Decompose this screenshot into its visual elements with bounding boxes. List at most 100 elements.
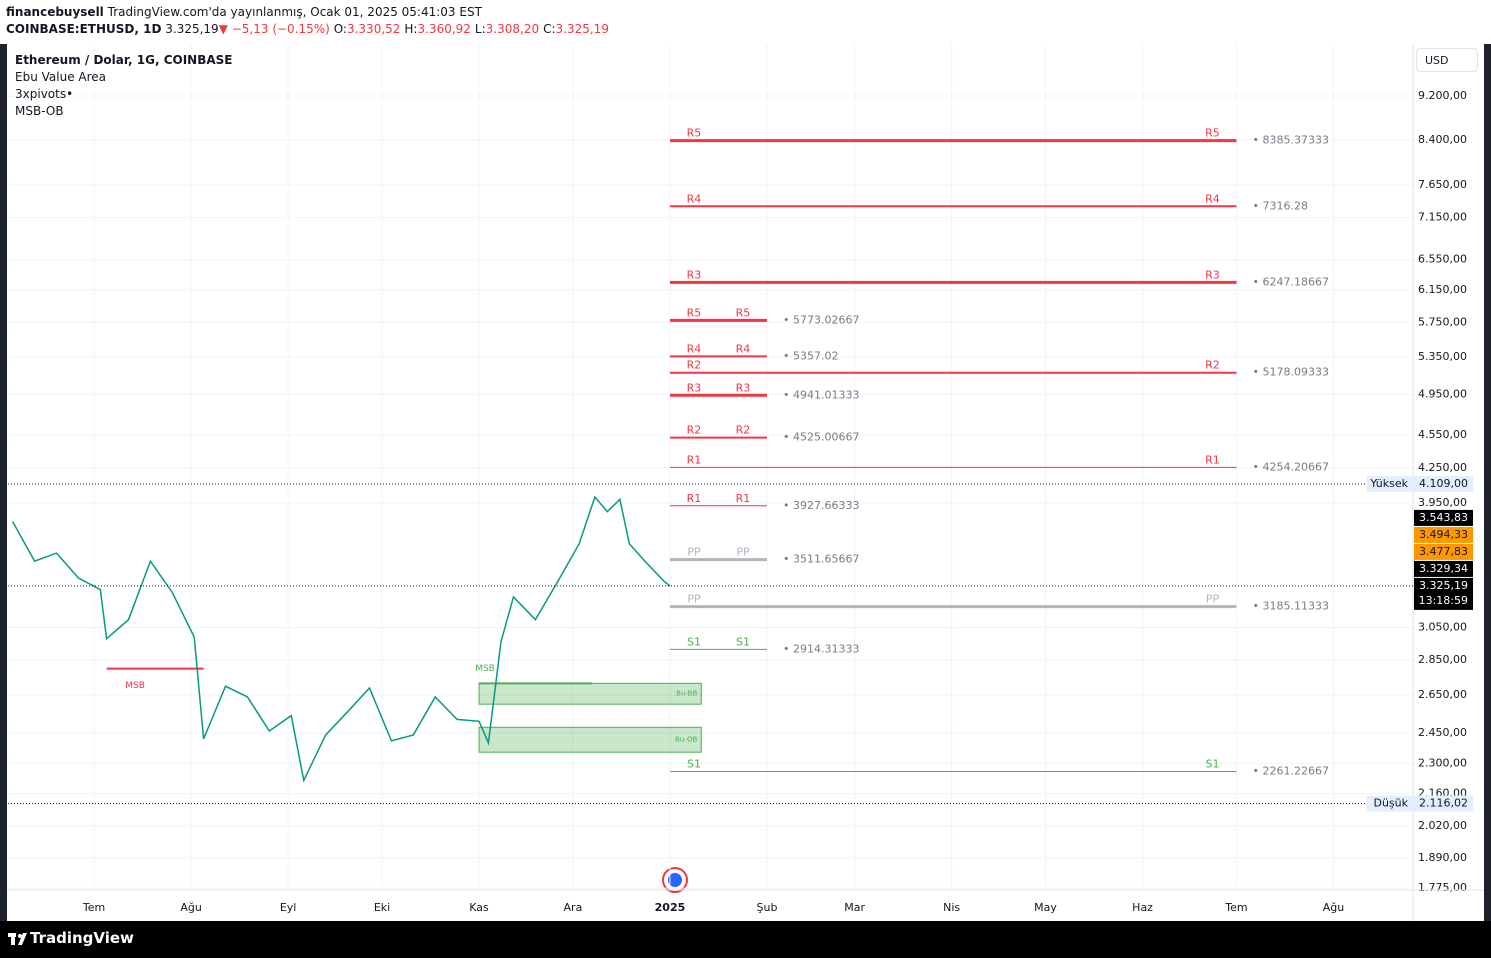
logo <box>8 933 27 945</box>
legend-item: 3xpivots• <box>15 87 74 101</box>
footer-bar <box>0 921 1491 958</box>
y-tick-label: 4.950,00 <box>1418 387 1467 400</box>
pivot-value: • 3511.65667 <box>783 553 859 566</box>
pivot-name: S1 <box>1205 758 1219 771</box>
low-badge <box>1367 795 1473 812</box>
low-value: 2.116,02 <box>1419 797 1468 810</box>
ohlc: O:3.330,52 H:3.360,92 L:3.308,20 C:3.325,19 <box>334 22 613 36</box>
ohlc-value: 3.308,20 <box>485 22 540 36</box>
pivot-name: R3 <box>687 268 702 281</box>
change: ▼ −5,13 (−0.15%) <box>218 22 330 36</box>
pivot-value: • 4525.00667 <box>783 431 859 444</box>
pivot-name: S1 <box>736 635 750 648</box>
legend-item: Ebu Value Area <box>15 70 107 84</box>
x-tick-label: Şub <box>757 901 778 914</box>
pivot-value: • 6247.18667 <box>1252 275 1328 288</box>
y-tick-label: 6.550,00 <box>1418 253 1467 266</box>
currency-button[interactable]: USD <box>1416 48 1478 72</box>
user: financebuysell <box>6 5 104 19</box>
pivot-value: • 4941.01333 <box>783 388 859 401</box>
pivot-value: • 5773.02667 <box>783 313 859 326</box>
price-line <box>12 495 671 783</box>
y-tick-label: 1.890,00 <box>1418 851 1467 864</box>
pivot-name: R5 <box>687 127 702 140</box>
pivot-name: R4 <box>687 342 702 355</box>
x-tick-label: Mar <box>844 901 865 914</box>
pivot-name: R2 <box>1205 359 1220 372</box>
x-tick-label: Nis <box>943 901 960 914</box>
pivot-name: R3 <box>736 381 751 394</box>
current-value: 3.325,19 <box>1419 579 1468 592</box>
price-label: 3.477,83 <box>1419 545 1468 558</box>
y-tick-label: 5.750,00 <box>1418 315 1467 328</box>
pivot-value: • 3185.11333 <box>1252 600 1328 613</box>
pivot-name: R4 <box>687 192 702 205</box>
last: 3.325,19 <box>165 22 219 36</box>
price-badge <box>1414 509 1473 526</box>
x-tick-label: Ara <box>564 901 583 914</box>
ohlc-key: O: <box>333 22 347 36</box>
pivot-name: R2 <box>687 359 702 372</box>
price-label: 3.543,83 <box>1419 511 1468 524</box>
msb-label: MSB <box>125 681 145 691</box>
x-tick-label: Kas <box>469 901 489 914</box>
ohlc-value: 3.360,92 <box>417 22 471 36</box>
x-tick-label: Haz <box>1132 901 1153 914</box>
y-tick-label: 2.850,00 <box>1418 653 1467 666</box>
x-tick-label: 2025 <box>655 901 686 914</box>
pivot-value: • 5178.09333 <box>1252 366 1328 379</box>
y-tick-label: 2.300,00 <box>1418 756 1467 769</box>
pivot-name: R3 <box>687 381 702 394</box>
brand: TradingView <box>30 929 134 947</box>
pivot-name: R4 <box>1205 192 1220 205</box>
pivot-name: S1 <box>687 635 701 648</box>
y-tick-label: 4.250,00 <box>1418 461 1467 474</box>
pivot-name: R1 <box>687 453 702 466</box>
x-tick-label: May <box>1034 901 1057 914</box>
pivot-name: R1 <box>1205 453 1220 466</box>
pivot-name: R4 <box>736 342 751 355</box>
price-badge <box>1414 543 1473 560</box>
y-tick-label: 7.150,00 <box>1418 210 1467 223</box>
y-tick-label: 1.775,00 <box>1418 881 1467 894</box>
y-tick-label: 2.450,00 <box>1418 726 1467 739</box>
zone-label: Bu-BB <box>676 690 697 698</box>
pivot-name: R1 <box>736 492 751 505</box>
published: TradingView.com'da yayınlanmış, Ocak 01,… <box>107 5 482 19</box>
current-badge <box>1414 577 1473 610</box>
pivot-value: • 5357.02 <box>783 349 838 362</box>
event-flag-inner <box>668 873 682 887</box>
y-tick-label: 6.150,00 <box>1418 283 1467 296</box>
y-tick-label: 3.950,00 <box>1418 496 1467 509</box>
ohlc-key: H: <box>404 22 418 36</box>
y-tick-label: 8.400,00 <box>1418 133 1467 146</box>
high-title: Yüksek <box>1369 477 1408 490</box>
y-tick-label: 4.550,00 <box>1418 428 1467 441</box>
chart-pane <box>7 44 1484 921</box>
x-tick-label: Eki <box>374 901 390 914</box>
pivot-name: R5 <box>687 306 702 319</box>
pivot-value: • 2914.31333 <box>783 642 859 655</box>
pivot-value: • 4254.20667 <box>1252 460 1328 473</box>
y-tick-label: 7.650,00 <box>1418 178 1467 191</box>
pivot-name: PP <box>736 546 750 559</box>
zone-label: Bu-OB <box>675 736 697 744</box>
pivot-name: PP <box>687 546 701 559</box>
pivot-value: • 2261.22667 <box>1252 765 1328 778</box>
x-tick-label: Ağu <box>180 901 201 914</box>
pivot-name: R5 <box>1205 127 1220 140</box>
price-label: 3.494,33 <box>1419 528 1468 541</box>
header: financebuysell TradingView.com'da yayınl… <box>0 0 1491 44</box>
order-block <box>478 726 702 753</box>
x-tick-label: Ağu <box>1323 901 1344 914</box>
pivot-name: R5 <box>736 306 751 319</box>
x-tick-label: Eyl <box>280 901 297 914</box>
countdown: 13:18:59 <box>1419 594 1468 607</box>
y-tick-label: 2.020,00 <box>1418 819 1467 832</box>
price-badge <box>1414 526 1473 543</box>
pivot-name: R1 <box>687 492 702 505</box>
y-tick-label: 2.650,00 <box>1418 688 1467 701</box>
pivot-name: R3 <box>1205 268 1220 281</box>
